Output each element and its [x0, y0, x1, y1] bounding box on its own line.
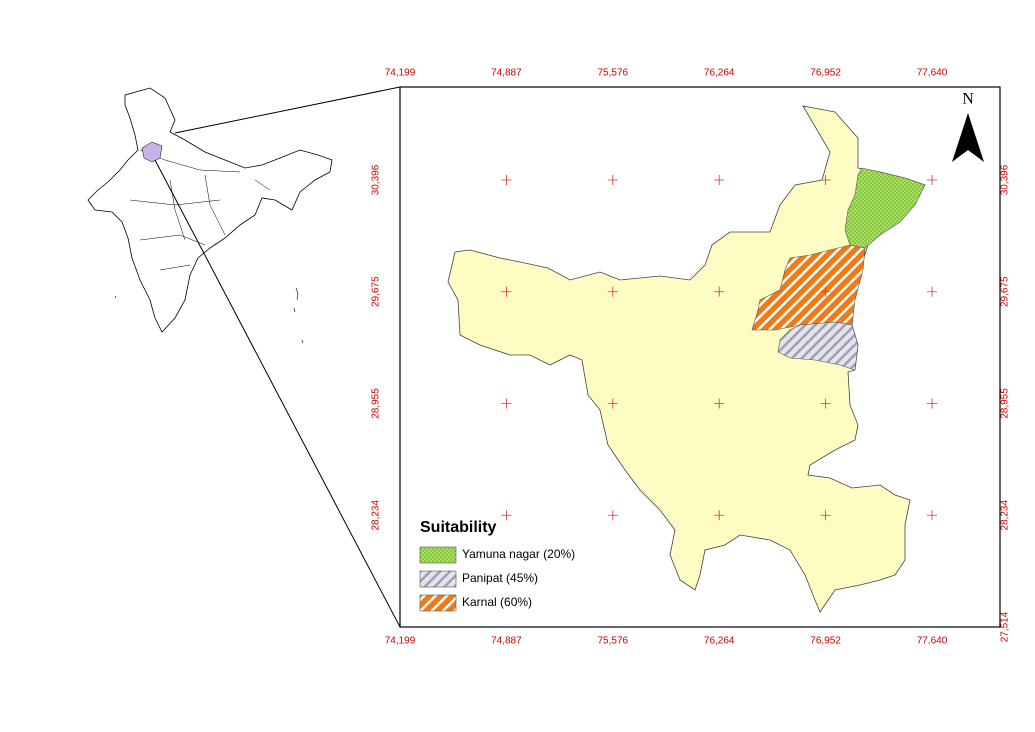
legend-label: Karnal (60%) [462, 595, 532, 609]
grid-cross [607, 286, 618, 297]
legend-swatch [419, 570, 457, 588]
yamuna-nagar [844, 167, 926, 249]
legend-title: Suitability [420, 519, 497, 536]
x-coord-label: 74,199 [385, 636, 416, 647]
grid-cross [927, 398, 937, 409]
y-coord-label: 27,514 [1000, 611, 1011, 642]
y-coord-label: 28,234 [1000, 500, 1011, 531]
y-coord-label: 30,396 [1000, 164, 1011, 195]
x-coord-label: 74,887 [491, 68, 522, 79]
grid-cross [714, 175, 725, 185]
x-coord-label: 75,576 [598, 636, 629, 647]
india-outline [87, 87, 333, 333]
y-coord-label: 28,234 [371, 500, 382, 531]
y-coord-label: 28,955 [371, 388, 382, 419]
x-coord-label: 76,264 [704, 68, 735, 79]
x-coord-label: 76,264 [704, 636, 735, 647]
legend: Yamuna nagar (20%) Panipat (45%) Karnal (6… [419, 546, 575, 612]
haryana-inset [141, 141, 163, 163]
x-coord-label: 76,952 [810, 636, 841, 647]
grid-cross [501, 286, 512, 297]
grid-cross [607, 175, 618, 185]
x-coord-label: 74,887 [491, 636, 522, 647]
grid-cross [820, 175, 831, 185]
legend-label: Panipat (45%) [462, 571, 538, 585]
grid-cross [714, 398, 725, 409]
grid-cross [714, 286, 725, 297]
y-coord-label: 28,955 [1000, 388, 1011, 419]
grid-cross [820, 398, 831, 409]
grid-cross [927, 175, 937, 185]
legend-swatch [419, 594, 457, 612]
zoom-line [174, 86, 401, 134]
coordinate-grid: 74,199 74,199 74,887 74,887 75,576 75,576 76,2… [371, 68, 1011, 647]
north-arrow [952, 113, 984, 162]
grid-cross [607, 510, 618, 521]
legend-swatch [419, 546, 457, 564]
grid-cross [927, 286, 937, 297]
islands [114, 287, 304, 344]
x-coord-label: 77,640 [917, 68, 948, 79]
grid-cross [927, 510, 937, 521]
grid-cross [820, 286, 831, 297]
x-coord-label: 76,952 [810, 68, 841, 79]
x-coord-label: 74,199 [385, 68, 416, 79]
y-coord-label: 29,675 [371, 276, 382, 307]
grid-cross [714, 510, 725, 521]
panipat [777, 321, 859, 371]
x-coord-label: 75,576 [598, 68, 629, 79]
y-coord-label: 30,396 [371, 164, 382, 195]
y-coord-label: 29,675 [1000, 276, 1011, 307]
legend-label: Yamuna nagar (20%) [462, 547, 575, 561]
grid-cross [501, 510, 512, 521]
x-coord-label: 77,640 [917, 636, 948, 647]
grid-cross [607, 398, 618, 409]
grid-cross [820, 510, 831, 521]
north-label: N [962, 91, 974, 108]
grid-cross [501, 175, 512, 185]
zoom-line [154, 159, 401, 628]
india-states [129, 149, 271, 271]
karnal [751, 244, 866, 331]
grid-cross [501, 398, 512, 409]
